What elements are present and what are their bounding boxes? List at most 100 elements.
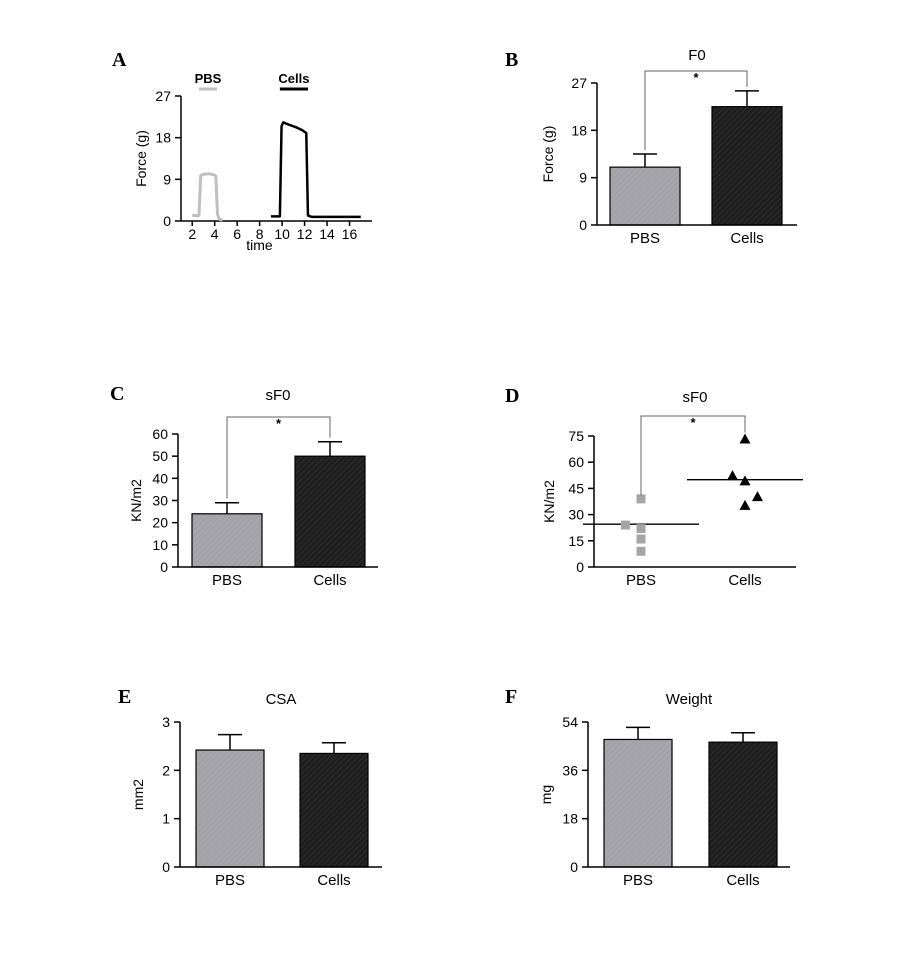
y-tick-label: 9 [163, 171, 171, 187]
panel-a: A 0 9 18 27 Force (g) 2 4 6 8 10 12 14 16 time PBS Cells [112, 49, 372, 253]
data-point-square [620, 520, 630, 530]
y-tick-label: 27 [155, 88, 171, 104]
y-tick-label: 10 [152, 537, 168, 553]
y-axis-label: KN/m2 [541, 480, 557, 523]
trace-line [270, 121, 361, 219]
chart-title: Weight [666, 691, 713, 708]
x-category-label: Cells [726, 872, 759, 889]
y-tick-label: 60 [152, 426, 168, 442]
chart-title: sF0 [682, 389, 707, 406]
y-tick-label: 18 [155, 130, 171, 146]
y-axis-label: mg [538, 785, 554, 804]
significance-bracket [640, 415, 746, 496]
significance-star: * [690, 415, 696, 430]
y-tick-label: 27 [571, 75, 587, 91]
y-tick-label: 1 [162, 811, 170, 827]
y-axis-label: KN/m2 [128, 479, 144, 522]
data-point-square [636, 524, 646, 534]
y-tick-label: 18 [571, 122, 587, 138]
significance-star: * [276, 416, 282, 431]
x-category-label: PBS [212, 572, 242, 589]
x-category-label: Cells [730, 230, 763, 247]
panel-letter: B [505, 49, 518, 71]
panel-letter: E [118, 686, 131, 708]
y-tick-label: 9 [579, 170, 587, 186]
y-tick-label: 0 [162, 859, 170, 875]
y-tick-label: 45 [568, 480, 584, 496]
y-tick-label: 15 [568, 533, 584, 549]
significance-star: * [693, 70, 699, 85]
y-tick-label: 50 [152, 448, 168, 464]
x-category-label: PBS [626, 572, 656, 589]
data-point-triangle [751, 491, 763, 502]
bar [191, 513, 263, 568]
trace-label: PBS [195, 71, 222, 86]
trace-label: Cells [278, 71, 309, 86]
bar [294, 455, 366, 568]
bar [195, 749, 265, 868]
data-point-triangle [739, 499, 751, 510]
bar [708, 741, 778, 868]
y-axis-label: Force (g) [540, 126, 556, 183]
panel-f: F Weight 0 18 36 54 mg PBS Cells [505, 686, 790, 889]
y-tick-label: 18 [562, 811, 578, 827]
y-tick-label: 30 [152, 493, 168, 509]
y-tick-label: 60 [568, 454, 584, 470]
bar [711, 106, 783, 226]
x-category-label: PBS [215, 872, 245, 889]
x-category-label: PBS [623, 872, 653, 889]
significance-bracket [226, 416, 331, 499]
y-tick-label: 0 [160, 559, 168, 575]
x-axis-label: time [246, 237, 273, 253]
data-point-square [636, 534, 646, 544]
x-category-label: Cells [317, 872, 350, 889]
x-category-label: PBS [630, 230, 660, 247]
y-tick-label: 20 [152, 515, 168, 531]
panel-letter: D [505, 385, 519, 407]
y-tick-label: 0 [163, 213, 171, 229]
panel-letter: A [112, 49, 127, 71]
y-axis-label: Force (g) [133, 130, 149, 187]
data-point-triangle [739, 475, 751, 486]
data-point-triangle [739, 433, 751, 444]
x-tick-label: 16 [342, 226, 358, 242]
y-tick-label: 30 [568, 507, 584, 523]
y-tick-label: 54 [562, 714, 578, 730]
x-tick-label: 2 [188, 226, 196, 242]
trace-line [192, 172, 223, 222]
x-tick-label: 14 [319, 226, 335, 242]
x-tick-label: 6 [233, 226, 241, 242]
y-tick-label: 40 [152, 470, 168, 486]
panel-e: E CSA 0 1 2 3 mm2 PBS Cells [118, 686, 382, 889]
chart-title: F0 [688, 47, 706, 64]
data-point-square [636, 494, 646, 504]
significance-bracket [644, 70, 748, 150]
x-tick-label: 8 [256, 226, 264, 242]
y-tick-label: 2 [162, 762, 170, 778]
x-tick-label: 12 [297, 226, 313, 242]
chart-title: sF0 [265, 387, 290, 404]
y-tick-label: 3 [162, 714, 170, 730]
panel-letter: C [110, 383, 124, 405]
y-axis-label: mm2 [130, 779, 146, 810]
x-category-label: Cells [313, 572, 346, 589]
bar [603, 738, 673, 868]
bar [299, 752, 369, 868]
x-category-label: Cells [728, 572, 761, 589]
y-tick-label: 36 [562, 762, 578, 778]
y-tick-label: 0 [570, 859, 578, 875]
chart-title: CSA [266, 691, 297, 708]
x-tick-label: 10 [274, 226, 290, 242]
panel-b: B F0 0 9 18 27 Force (g) PBS Cells * [505, 47, 797, 247]
x-tick-label: 4 [211, 226, 219, 242]
y-tick-label: 0 [579, 217, 587, 233]
y-tick-label: 75 [568, 428, 584, 444]
bar [609, 166, 681, 226]
y-tick-label: 0 [576, 559, 584, 575]
data-point-triangle [727, 470, 739, 481]
data-point-square [636, 546, 646, 556]
panel-letter: F [505, 686, 517, 708]
